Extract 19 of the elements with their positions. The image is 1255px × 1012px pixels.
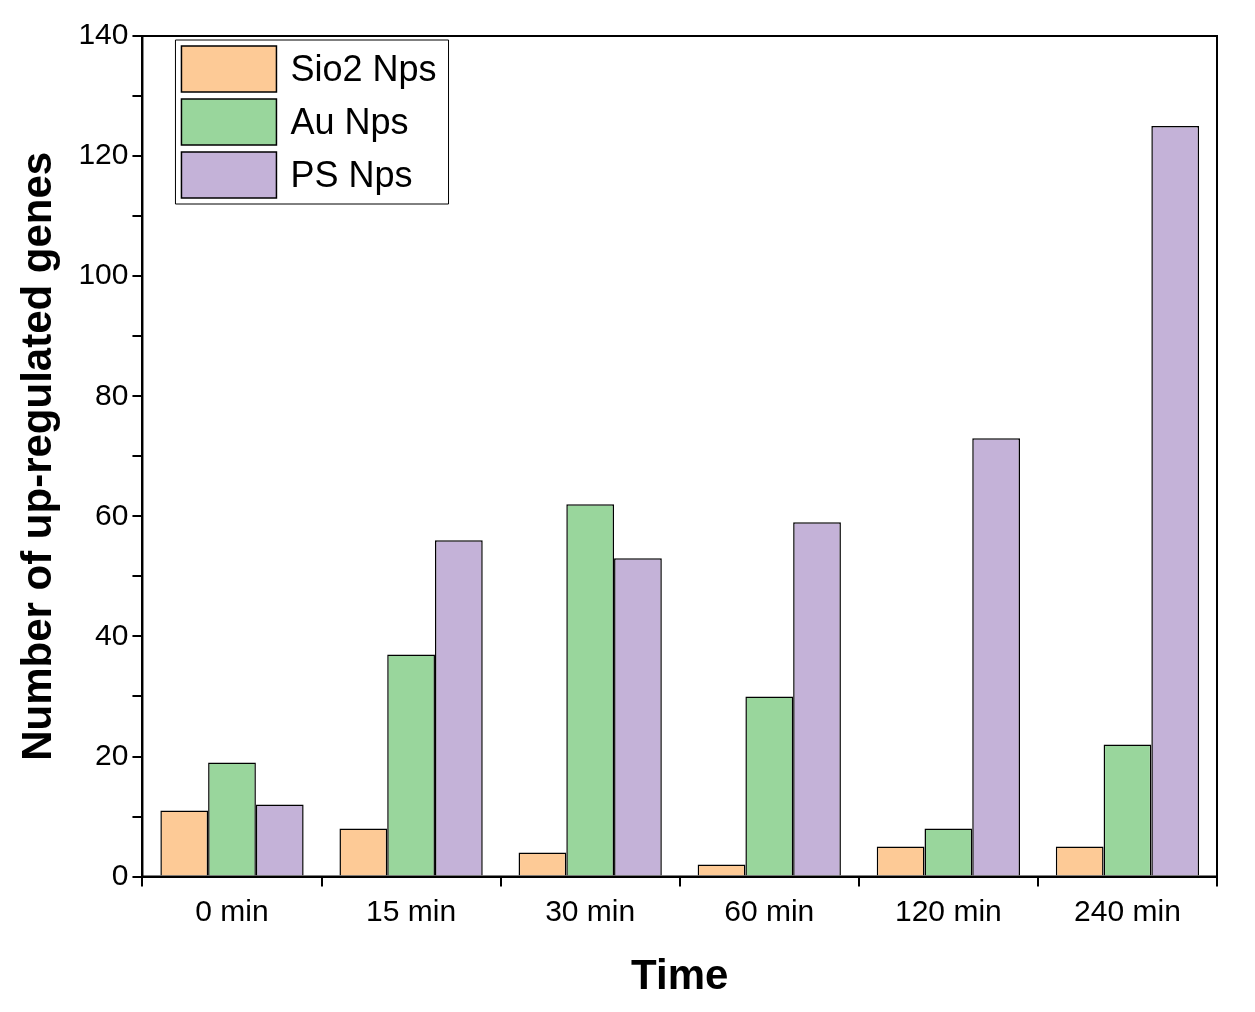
x-tick-label: 0 min xyxy=(195,893,269,927)
legend-label: Sio2 Nps xyxy=(290,47,437,89)
y-tick-label: 20 xyxy=(95,737,129,771)
x-tick-label: 240 min xyxy=(1074,893,1181,927)
y-tick-label: 140 xyxy=(78,17,129,51)
y-axis-title: Number of up-regulated genes xyxy=(12,151,60,761)
y-tick-label: 80 xyxy=(95,377,129,411)
y-tick-label: 60 xyxy=(95,497,129,531)
x-tick-label: 60 min xyxy=(724,893,815,927)
x-tick-label: 15 min xyxy=(366,893,457,927)
x-tick-label: 30 min xyxy=(545,893,636,927)
legend-label: PS Nps xyxy=(290,153,413,195)
legend-label: Au Nps xyxy=(290,100,409,142)
x-axis-title: Time xyxy=(631,951,729,999)
y-tick-label: 40 xyxy=(95,617,129,651)
x-tick-label: 120 min xyxy=(895,893,1002,927)
y-tick-label: 0 xyxy=(111,857,129,891)
y-tick-label: 100 xyxy=(78,257,129,291)
y-tick-label: 120 xyxy=(78,137,129,171)
